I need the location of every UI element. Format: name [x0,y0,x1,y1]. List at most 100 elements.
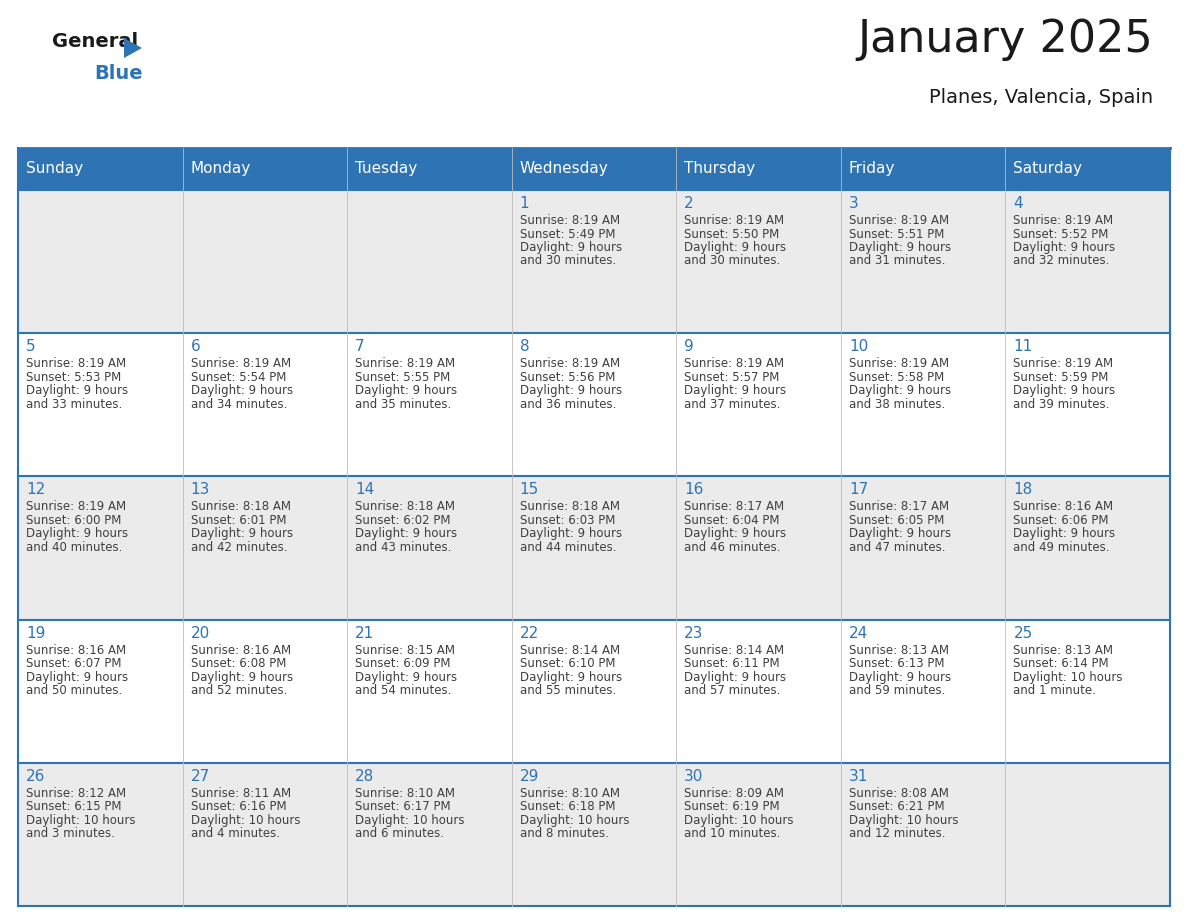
Text: and 1 minute.: and 1 minute. [1013,684,1097,697]
Text: Sunrise: 8:14 AM: Sunrise: 8:14 AM [519,644,620,656]
Text: Sunrise: 8:19 AM: Sunrise: 8:19 AM [26,500,126,513]
Text: Sunrise: 8:19 AM: Sunrise: 8:19 AM [519,214,620,227]
Text: 11: 11 [1013,339,1032,354]
Text: 2: 2 [684,196,694,211]
Text: Sunset: 6:15 PM: Sunset: 6:15 PM [26,800,121,813]
Text: Daylight: 9 hours: Daylight: 9 hours [190,528,292,541]
Text: 3: 3 [849,196,859,211]
Text: 8: 8 [519,339,530,354]
Text: Sunset: 6:07 PM: Sunset: 6:07 PM [26,657,121,670]
Text: Sunset: 5:53 PM: Sunset: 5:53 PM [26,371,121,384]
Text: Daylight: 9 hours: Daylight: 9 hours [849,671,950,684]
Text: Sunset: 6:21 PM: Sunset: 6:21 PM [849,800,944,813]
Text: Daylight: 9 hours: Daylight: 9 hours [1013,241,1116,254]
Text: Sunset: 6:16 PM: Sunset: 6:16 PM [190,800,286,813]
Text: and 6 minutes.: and 6 minutes. [355,827,444,840]
Text: Sunrise: 8:13 AM: Sunrise: 8:13 AM [849,644,949,656]
Text: Sunrise: 8:19 AM: Sunrise: 8:19 AM [26,357,126,370]
Text: Sunrise: 8:19 AM: Sunrise: 8:19 AM [519,357,620,370]
Text: Sunset: 6:03 PM: Sunset: 6:03 PM [519,514,615,527]
Text: Daylight: 9 hours: Daylight: 9 hours [684,241,786,254]
Text: 4: 4 [1013,196,1023,211]
Text: Sunrise: 8:19 AM: Sunrise: 8:19 AM [1013,214,1113,227]
Text: and 33 minutes.: and 33 minutes. [26,397,122,410]
Text: Sunrise: 8:18 AM: Sunrise: 8:18 AM [519,500,620,513]
Bar [18,476,1170,620]
Text: and 8 minutes.: and 8 minutes. [519,827,608,840]
Text: Daylight: 10 hours: Daylight: 10 hours [519,813,630,827]
Text: Sunrise: 8:18 AM: Sunrise: 8:18 AM [355,500,455,513]
Text: 1: 1 [519,196,530,211]
Text: Sunrise: 8:19 AM: Sunrise: 8:19 AM [190,357,291,370]
Text: Sunrise: 8:10 AM: Sunrise: 8:10 AM [519,787,620,800]
Text: and 12 minutes.: and 12 minutes. [849,827,946,840]
Text: Sunrise: 8:19 AM: Sunrise: 8:19 AM [849,357,949,370]
Text: Daylight: 10 hours: Daylight: 10 hours [684,813,794,827]
Text: Sunset: 5:57 PM: Sunset: 5:57 PM [684,371,779,384]
Text: Friday: Friday [849,162,896,176]
Text: and 30 minutes.: and 30 minutes. [519,254,615,267]
Text: Daylight: 9 hours: Daylight: 9 hours [684,671,786,684]
Text: Daylight: 9 hours: Daylight: 9 hours [355,528,457,541]
Text: 30: 30 [684,768,703,784]
Text: Sunset: 5:54 PM: Sunset: 5:54 PM [190,371,286,384]
Text: Daylight: 9 hours: Daylight: 9 hours [519,671,621,684]
Text: and 30 minutes.: and 30 minutes. [684,254,781,267]
Text: Daylight: 9 hours: Daylight: 9 hours [355,385,457,397]
Text: Sunrise: 8:19 AM: Sunrise: 8:19 AM [1013,357,1113,370]
Text: General: General [52,32,138,51]
Text: 27: 27 [190,768,210,784]
Text: 18: 18 [1013,482,1032,498]
Text: and 39 minutes.: and 39 minutes. [1013,397,1110,410]
Text: and 52 minutes.: and 52 minutes. [190,684,287,697]
Text: Sunset: 5:49 PM: Sunset: 5:49 PM [519,228,615,241]
Text: Sunday: Sunday [26,162,83,176]
Text: 7: 7 [355,339,365,354]
Text: Sunset: 5:59 PM: Sunset: 5:59 PM [1013,371,1108,384]
Text: 19: 19 [26,625,45,641]
Text: and 38 minutes.: and 38 minutes. [849,397,946,410]
Text: Daylight: 9 hours: Daylight: 9 hours [519,528,621,541]
Text: Sunset: 6:00 PM: Sunset: 6:00 PM [26,514,121,527]
Text: 15: 15 [519,482,539,498]
Text: 26: 26 [26,768,45,784]
Text: Daylight: 9 hours: Daylight: 9 hours [26,671,128,684]
Text: Sunrise: 8:12 AM: Sunrise: 8:12 AM [26,787,126,800]
Text: Sunrise: 8:08 AM: Sunrise: 8:08 AM [849,787,949,800]
Text: and 34 minutes.: and 34 minutes. [190,397,287,410]
Text: and 59 minutes.: and 59 minutes. [849,684,946,697]
Text: Monday: Monday [190,162,251,176]
Text: Sunset: 5:50 PM: Sunset: 5:50 PM [684,228,779,241]
Text: Sunset: 6:05 PM: Sunset: 6:05 PM [849,514,944,527]
Text: 21: 21 [355,625,374,641]
Text: 5: 5 [26,339,36,354]
Text: and 55 minutes.: and 55 minutes. [519,684,615,697]
Text: and 35 minutes.: and 35 minutes. [355,397,451,410]
Text: and 44 minutes.: and 44 minutes. [519,541,617,554]
Text: Sunrise: 8:16 AM: Sunrise: 8:16 AM [26,644,126,656]
Text: Sunrise: 8:19 AM: Sunrise: 8:19 AM [684,214,784,227]
Polygon shape [124,38,143,58]
Text: Daylight: 10 hours: Daylight: 10 hours [26,813,135,827]
Text: Sunset: 6:08 PM: Sunset: 6:08 PM [190,657,286,670]
Text: Sunset: 5:58 PM: Sunset: 5:58 PM [849,371,944,384]
Text: 12: 12 [26,482,45,498]
Bar [18,763,1170,906]
Text: Sunset: 6:06 PM: Sunset: 6:06 PM [1013,514,1108,527]
Text: 10: 10 [849,339,868,354]
Text: 13: 13 [190,482,210,498]
Text: Sunrise: 8:10 AM: Sunrise: 8:10 AM [355,787,455,800]
Text: and 31 minutes.: and 31 minutes. [849,254,946,267]
Text: Daylight: 9 hours: Daylight: 9 hours [849,385,950,397]
Text: 24: 24 [849,625,868,641]
Text: 22: 22 [519,625,539,641]
Text: Daylight: 9 hours: Daylight: 9 hours [1013,528,1116,541]
Text: 28: 28 [355,768,374,784]
Text: Sunrise: 8:15 AM: Sunrise: 8:15 AM [355,644,455,656]
Text: Daylight: 9 hours: Daylight: 9 hours [684,385,786,397]
Text: Sunset: 5:52 PM: Sunset: 5:52 PM [1013,228,1108,241]
Text: 29: 29 [519,768,539,784]
Text: and 43 minutes.: and 43 minutes. [355,541,451,554]
Text: Sunset: 5:55 PM: Sunset: 5:55 PM [355,371,450,384]
Text: Sunset: 6:17 PM: Sunset: 6:17 PM [355,800,450,813]
